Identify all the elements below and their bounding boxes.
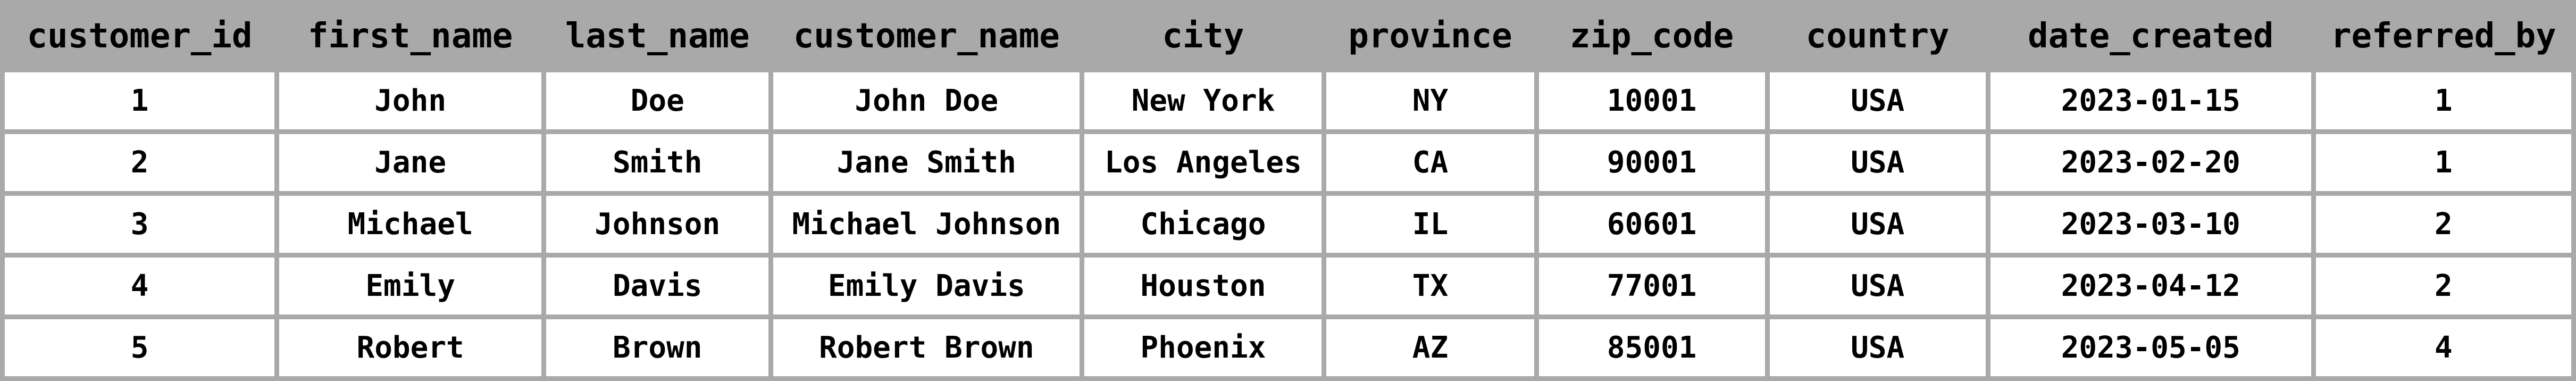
table-cell: Johnson xyxy=(546,196,769,253)
column-header-customer-name: customer_name xyxy=(773,5,1080,68)
table-cell: USA xyxy=(1769,134,1986,191)
table-cell: Los Angeles xyxy=(1084,134,1322,191)
column-header-first-name: first_name xyxy=(279,5,542,68)
table-cell: 2 xyxy=(2315,196,2571,253)
table-cell: 2 xyxy=(5,134,275,191)
table-cell: USA xyxy=(1769,72,1986,129)
table-cell: Emily Davis xyxy=(773,258,1080,314)
table-cell: USA xyxy=(1769,196,1986,253)
table-cell: 2023-01-15 xyxy=(1990,72,2311,129)
table-cell: New York xyxy=(1084,72,1322,129)
table-cell: Doe xyxy=(546,72,769,129)
table-cell: 1 xyxy=(2315,134,2571,191)
column-header-date-created: date_created xyxy=(1990,5,2311,68)
column-header-province: province xyxy=(1326,5,1534,68)
column-header-referred-by: referred_by xyxy=(2315,5,2571,68)
column-header-country: country xyxy=(1769,5,1986,68)
table-cell: Phoenix xyxy=(1084,319,1322,376)
table-cell: TX xyxy=(1326,258,1534,314)
column-header-city: city xyxy=(1084,5,1322,68)
table-cell: Jane xyxy=(279,134,542,191)
table-cell: 3 xyxy=(5,196,275,253)
table-cell: 2023-03-10 xyxy=(1990,196,2311,253)
table-cell: 4 xyxy=(5,258,275,314)
table-row: 4 Emily Davis Emily Davis Houston TX 770… xyxy=(5,258,2571,314)
header-row: customer_id first_name last_name custome… xyxy=(5,5,2571,68)
table-cell: Michael Johnson xyxy=(773,196,1080,253)
table-cell: Smith xyxy=(546,134,769,191)
column-header-last-name: last_name xyxy=(546,5,769,68)
table-cell: John Doe xyxy=(773,72,1080,129)
table-cell: USA xyxy=(1769,258,1986,314)
table-cell: 77001 xyxy=(1538,258,1765,314)
table-cell: AZ xyxy=(1326,319,1534,376)
table-cell: 10001 xyxy=(1538,72,1765,129)
table-cell: Robert Brown xyxy=(773,319,1080,376)
table-cell: John xyxy=(279,72,542,129)
table-row: 1 John Doe John Doe New York NY 10001 US… xyxy=(5,72,2571,129)
table-cell: 2023-05-05 xyxy=(1990,319,2311,376)
table-cell: Emily xyxy=(279,258,542,314)
table-cell: 2023-02-20 xyxy=(1990,134,2311,191)
table-cell: Michael xyxy=(279,196,542,253)
table-cell: 85001 xyxy=(1538,319,1765,376)
table-cell: IL xyxy=(1326,196,1534,253)
table-row: 5 Robert Brown Robert Brown Phoenix AZ 8… xyxy=(5,319,2571,376)
table-cell: NY xyxy=(1326,72,1534,129)
table-header: customer_id first_name last_name custome… xyxy=(5,5,2571,68)
table-cell: 2 xyxy=(2315,258,2571,314)
table-cell: Houston xyxy=(1084,258,1322,314)
table-cell: 60601 xyxy=(1538,196,1765,253)
table-cell: 1 xyxy=(2315,72,2571,129)
table-cell: Chicago xyxy=(1084,196,1322,253)
table-cell: USA xyxy=(1769,319,1986,376)
table-body: 1 John Doe John Doe New York NY 10001 US… xyxy=(5,72,2571,376)
table-row: 3 Michael Johnson Michael Johnson Chicag… xyxy=(5,196,2571,253)
table-cell: Brown xyxy=(546,319,769,376)
table-cell: 90001 xyxy=(1538,134,1765,191)
table-cell: CA xyxy=(1326,134,1534,191)
table-cell: Davis xyxy=(546,258,769,314)
table-cell: 1 xyxy=(5,72,275,129)
table-cell: 5 xyxy=(5,319,275,376)
column-header-zip-code: zip_code xyxy=(1538,5,1765,68)
table-row: 2 Jane Smith Jane Smith Los Angeles CA 9… xyxy=(5,134,2571,191)
table-cell: 2023-04-12 xyxy=(1990,258,2311,314)
column-header-customer-id: customer_id xyxy=(5,5,275,68)
table-cell: 4 xyxy=(2315,319,2571,376)
table-cell: Jane Smith xyxy=(773,134,1080,191)
table-cell: Robert xyxy=(279,319,542,376)
